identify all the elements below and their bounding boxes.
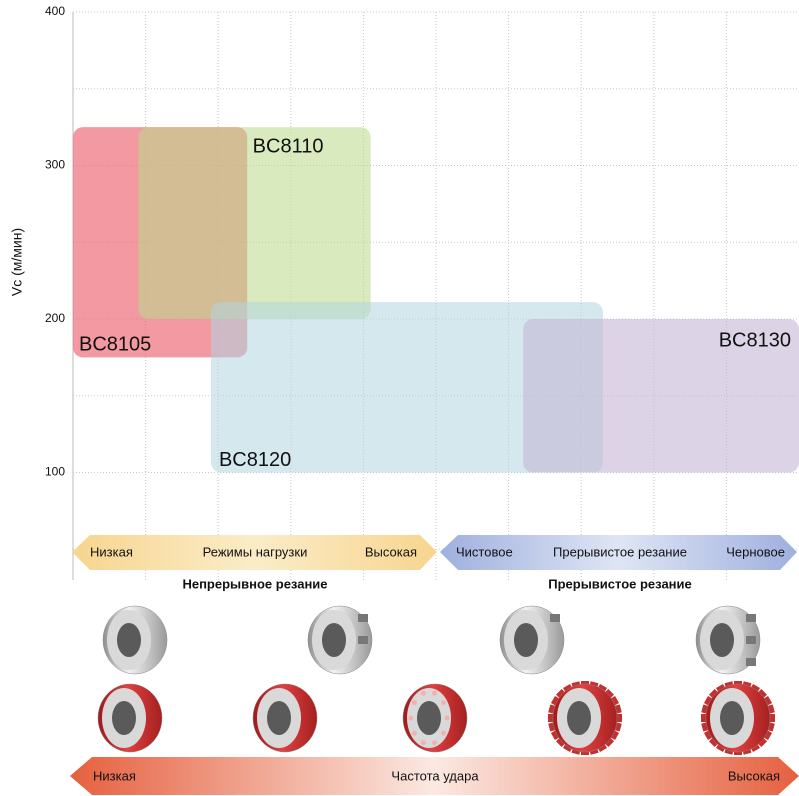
mode-title: Прерывистое резание [553, 544, 687, 559]
workpiece [102, 605, 168, 675]
range-box [210, 302, 603, 473]
section-label: Прерывистое резание [548, 576, 692, 591]
slot [746, 614, 756, 622]
mode-arrow [440, 535, 797, 570]
slot [358, 636, 368, 644]
workpiece [695, 605, 761, 675]
workpiece [499, 605, 565, 675]
ring-hole [112, 701, 136, 735]
hole [432, 740, 438, 746]
tooth [614, 714, 622, 722]
ring-hole [117, 623, 141, 657]
slot [746, 658, 756, 666]
section-label: Непрерывное резание [182, 576, 327, 591]
mode-low: Чистовое [456, 544, 513, 559]
workpiece [307, 605, 373, 675]
impact-arrow [70, 757, 799, 795]
series-label: BC8120 [219, 449, 291, 471]
ring-hole [567, 701, 591, 735]
range-box [523, 319, 799, 473]
load-arrow [72, 535, 437, 570]
ring-hole [710, 623, 734, 657]
y-tick-label: 300 [45, 158, 65, 172]
impact-high: Высокая [728, 768, 780, 783]
hole [432, 690, 438, 696]
workpiece [97, 683, 163, 753]
y-tick-label: 100 [45, 465, 65, 479]
ring-hole [322, 623, 346, 657]
hole [420, 740, 426, 746]
hole [408, 715, 414, 721]
load-title: Режимы нагрузки [203, 544, 308, 559]
tooth [548, 714, 556, 722]
slot [358, 614, 368, 622]
workpiece [701, 681, 775, 755]
load-high: Высокая [365, 544, 417, 559]
y-tick-label: 200 [45, 311, 65, 325]
workpiece-images [97, 605, 775, 755]
hole [441, 730, 447, 736]
mode-high: Черновое [726, 544, 785, 559]
workpiece [548, 681, 622, 755]
tooth [767, 714, 775, 722]
tooth [701, 714, 709, 722]
workpiece [402, 683, 468, 753]
range-box [138, 127, 371, 320]
series-label: BC8105 [79, 334, 151, 356]
hole [411, 700, 417, 706]
ring-hole [417, 701, 441, 735]
ring-hole [267, 701, 291, 735]
impact-title: Частота удара [391, 768, 479, 783]
series-label: BC8110 [253, 135, 324, 157]
ring-hole [720, 701, 744, 735]
hole [441, 700, 447, 706]
hole [420, 690, 426, 696]
y-axis-label: Vc (м/мин) [9, 228, 25, 296]
impact-low: Низкая [93, 768, 136, 783]
ring-hole [514, 623, 538, 657]
hole [444, 715, 450, 721]
y-tick-label: 400 [45, 4, 65, 18]
load-low: Низкая [90, 544, 133, 559]
slot [550, 614, 560, 622]
workpiece [252, 683, 318, 753]
slot [746, 636, 756, 644]
plot: 100 200 300 400 BC8105 BC8110 BC8120 BC8130 [45, 4, 799, 580]
hole [411, 730, 417, 736]
series-label: BC8130 [719, 329, 791, 351]
